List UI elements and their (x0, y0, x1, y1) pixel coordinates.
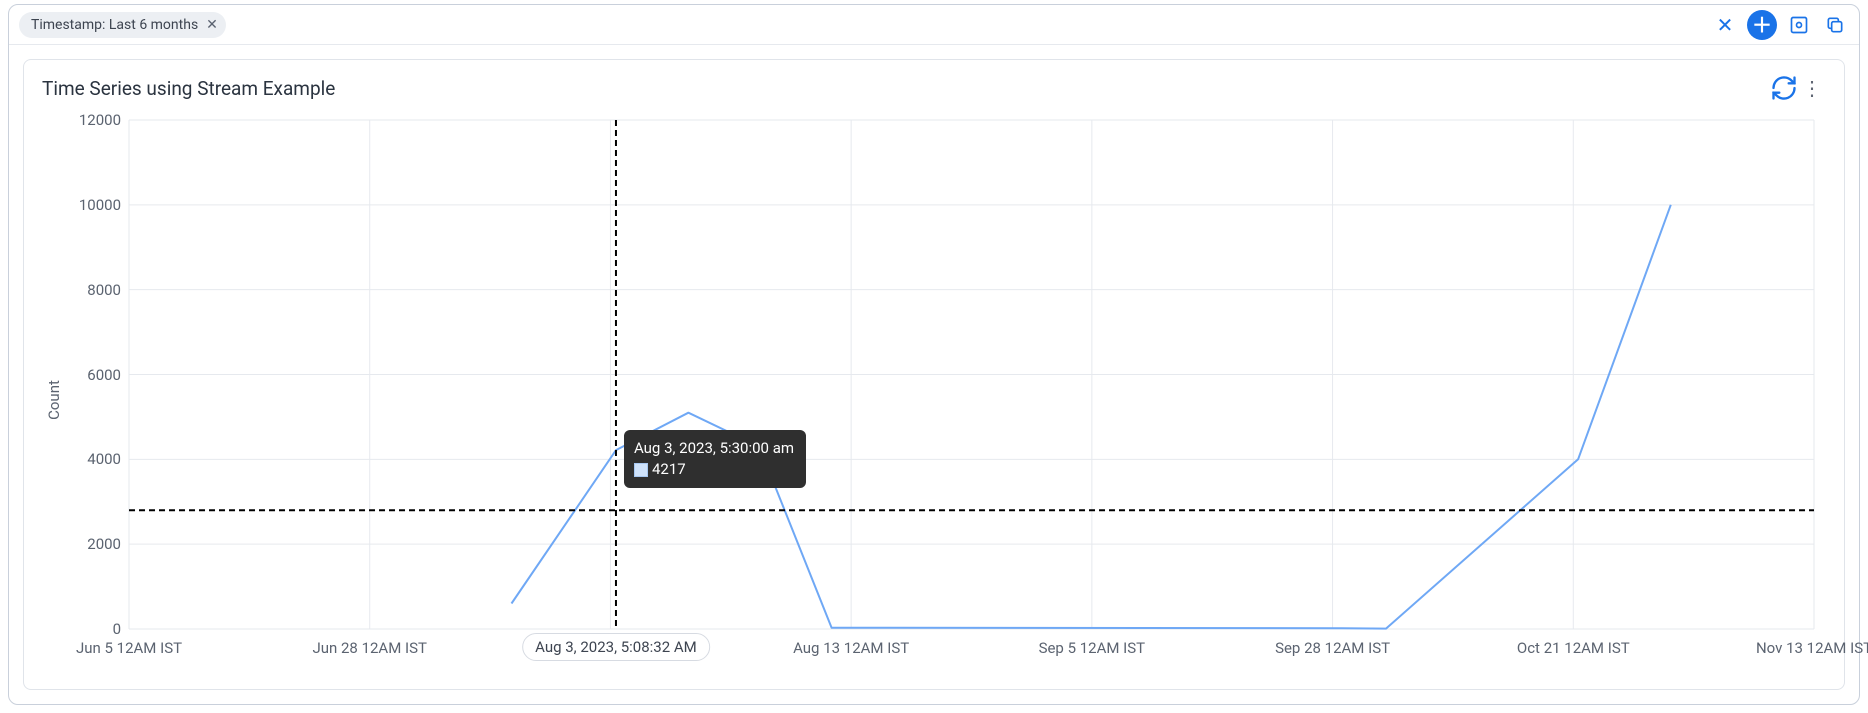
filter-chip-label: Timestamp: Last 6 months (31, 17, 198, 33)
y-tick-label: 4000 (65, 450, 121, 468)
dashboard-config-icon[interactable] (1785, 11, 1813, 39)
refresh-button[interactable] (1770, 74, 1798, 102)
chart-svg (24, 110, 1844, 689)
tooltip-series-swatch (634, 463, 648, 477)
x-tick-label: Sep 28 12AM IST (1275, 639, 1390, 657)
x-tick-label: Sep 5 12AM IST (1039, 639, 1146, 657)
x-tick-label: Jun 28 12AM IST (312, 639, 427, 657)
copy-icon[interactable] (1821, 11, 1849, 39)
x-tick-label: Aug 13 12AM IST (793, 639, 909, 657)
x-tick-label: Nov 13 12AM IST (1756, 639, 1868, 657)
y-tick-label: 10000 (65, 196, 121, 214)
y-tick-label: 12000 (65, 111, 121, 129)
chart-area[interactable]: Count 020004000600080001000012000Jun 5 1… (24, 110, 1844, 689)
tooltip-value: 4217 (652, 459, 686, 480)
panel-title: Time Series using Stream Example (42, 77, 335, 100)
close-icon[interactable]: ✕ (206, 17, 218, 33)
panel-menu-button[interactable]: ⋮ (1798, 74, 1826, 102)
crosshair-time-label: Aug 3, 2023, 5:08:32 AM (522, 633, 710, 661)
filter-bar: Timestamp: Last 6 months ✕ ✕ ＋ (9, 5, 1859, 45)
filter-chip-timestamp[interactable]: Timestamp: Last 6 months ✕ (19, 12, 226, 38)
y-tick-label: 0 (65, 620, 121, 638)
y-tick-label: 6000 (65, 366, 121, 384)
x-tick-label: Oct 21 12AM IST (1517, 639, 1630, 657)
chart-panel: Time Series using Stream Example ⋮ Count… (23, 59, 1845, 690)
clear-filters-button[interactable]: ✕ (1711, 11, 1739, 39)
chart-tooltip: Aug 3, 2023, 5:30:00 am4217 (624, 430, 806, 488)
y-tick-label: 2000 (65, 535, 121, 553)
y-tick-label: 8000 (65, 281, 121, 299)
tooltip-time: Aug 3, 2023, 5:30:00 am (634, 438, 794, 459)
add-filter-button[interactable]: ＋ (1747, 10, 1777, 40)
x-tick-label: Jun 5 12AM IST (76, 639, 182, 657)
